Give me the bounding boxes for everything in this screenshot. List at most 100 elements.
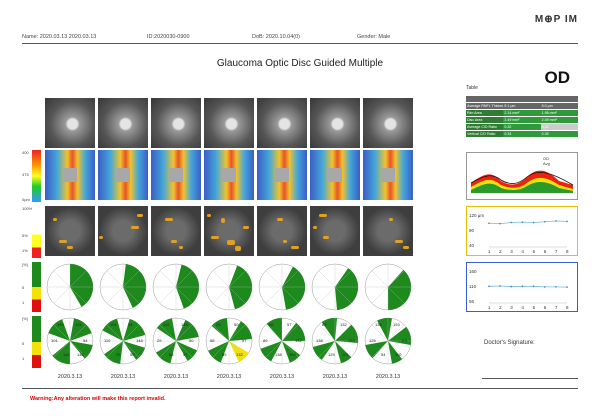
trend-chart-1: 120 μm 90 40 1 2 3 4 5 6 7 8: [469, 213, 569, 254]
probability-spot: [389, 218, 393, 221]
sector-divider: [318, 340, 336, 358]
scan-date: 2020.3.13: [163, 374, 189, 380]
sector-wedge: [388, 326, 411, 345]
sector-map: [45, 262, 95, 312]
sector-chart: [46, 263, 94, 311]
probability-spot: [243, 226, 249, 229]
table-cell: Vertical C/D Ratio: [466, 131, 504, 137]
sector-wedge: [335, 341, 352, 364]
thickness-scale: [32, 150, 41, 202]
sector-scale-label: [%]: [22, 316, 28, 321]
trend-x-label: 6: [544, 305, 547, 310]
scan-date: 2020.3.13: [375, 374, 401, 380]
sector-divider: [228, 286, 246, 304]
table-cell: 1.98 mm²: [540, 110, 578, 116]
trend-x-label: 3: [510, 305, 513, 310]
probability-map: [310, 206, 360, 256]
sector-value: 89: [322, 322, 327, 327]
sector-value: 101: [110, 322, 117, 327]
sector-divider: [334, 286, 352, 304]
trend-point: [566, 220, 568, 223]
sector-divider: [387, 270, 405, 288]
table-cell: 5.0 μm: [540, 103, 578, 109]
sector-value: 110: [395, 352, 402, 357]
sector-value: 68: [269, 322, 274, 327]
sector-chart: 68 57 89 132 138 193: [258, 317, 306, 365]
sector-scale-2: [32, 316, 41, 368]
trend-x-label: 4: [521, 249, 524, 254]
thickness-map: [257, 150, 307, 200]
sector-wedge: [260, 341, 282, 362]
sector-map: [310, 262, 360, 312]
trend-x-label: 1: [488, 249, 491, 254]
trend-point: [499, 285, 502, 287]
scan-date: 2020.3.13: [216, 374, 242, 380]
trend-x-label: 5: [533, 249, 536, 254]
trend-x-label: 7: [555, 305, 558, 310]
sector-divider: [281, 324, 299, 342]
sector-value: 138: [316, 338, 323, 343]
sector-wedge: [282, 341, 301, 363]
sector-map: [98, 262, 148, 312]
trend-x-label: 7: [555, 249, 558, 254]
sector-value: 50: [130, 352, 135, 357]
trend-point: [532, 221, 535, 224]
sector-value: 68: [210, 338, 215, 343]
thickness-scale-label: 400: [22, 150, 29, 155]
fundus-image: [151, 98, 201, 148]
thickness-scale-label: 0μm: [22, 197, 30, 202]
sector-value: 110: [104, 338, 111, 343]
sector-divider: [334, 270, 352, 288]
sector-value: 193: [393, 322, 400, 327]
probability-spot: [291, 246, 299, 249]
sector-wedge: [70, 341, 93, 359]
sector-value: 132: [236, 352, 243, 357]
sector-wedge: [52, 341, 70, 364]
thickness-map: [363, 150, 413, 200]
clock-hour-map: 138 193 125 101 54 110: [363, 316, 413, 366]
table-row: Vertical C/D Ratio 0.34 0.35: [466, 131, 578, 138]
sector-divider: [281, 270, 299, 288]
table-row: Average RNFL Thickness5.1 μm5.0 μm: [466, 103, 578, 110]
trend-x-label: 8: [566, 249, 569, 254]
sector-value: 54: [381, 352, 386, 357]
table-cell: 2.14 mm²: [503, 110, 541, 116]
sector-divider: [228, 324, 246, 342]
sector-value: 101: [401, 338, 408, 343]
table-row: Disc Area 2.49 mm² 2.49 mm²: [466, 117, 578, 124]
sector-divider: [159, 324, 177, 342]
patient-name: Name: 2020.03.13 2020.03.13: [22, 34, 97, 40]
probability-spot: [277, 218, 283, 221]
clock-hour-map: 101 54 110 148 29 50: [98, 316, 148, 366]
fundus-image: [204, 98, 254, 148]
sector-chart: [152, 263, 200, 311]
probability-spot: [221, 218, 225, 223]
probability-spot: [99, 236, 103, 239]
sector-value: 110: [163, 322, 170, 327]
tsnit-panel: OD Avg: [466, 152, 578, 200]
table-cell: 0.32: [503, 124, 541, 130]
tsnit-legend-od: OD: [543, 156, 549, 161]
fundus-image: [310, 98, 360, 148]
header-divider: [22, 43, 578, 44]
sector-divider: [387, 286, 405, 304]
sector-wedge: [266, 318, 282, 341]
sector-scale-label: [%]: [22, 262, 28, 267]
probability-scale: [32, 206, 41, 258]
thickness-map: [310, 150, 360, 200]
sector-divider: [281, 340, 299, 358]
thickness-map: [98, 150, 148, 200]
probability-spot: [395, 240, 403, 243]
sector-divider: [265, 270, 283, 288]
sector-value: 29: [157, 338, 162, 343]
brand-logo: M⊕P IM: [534, 14, 578, 25]
probability-spot: [313, 226, 317, 229]
table-cell: 2.49 mm²: [503, 117, 541, 123]
sector-divider: [53, 286, 71, 304]
trend-point: [521, 285, 524, 288]
sector-wedge: [123, 341, 145, 360]
trend-point: [488, 285, 490, 288]
sector-value: 29: [216, 322, 221, 327]
sector-chart: [311, 263, 359, 311]
sector-wedge: [335, 268, 358, 310]
